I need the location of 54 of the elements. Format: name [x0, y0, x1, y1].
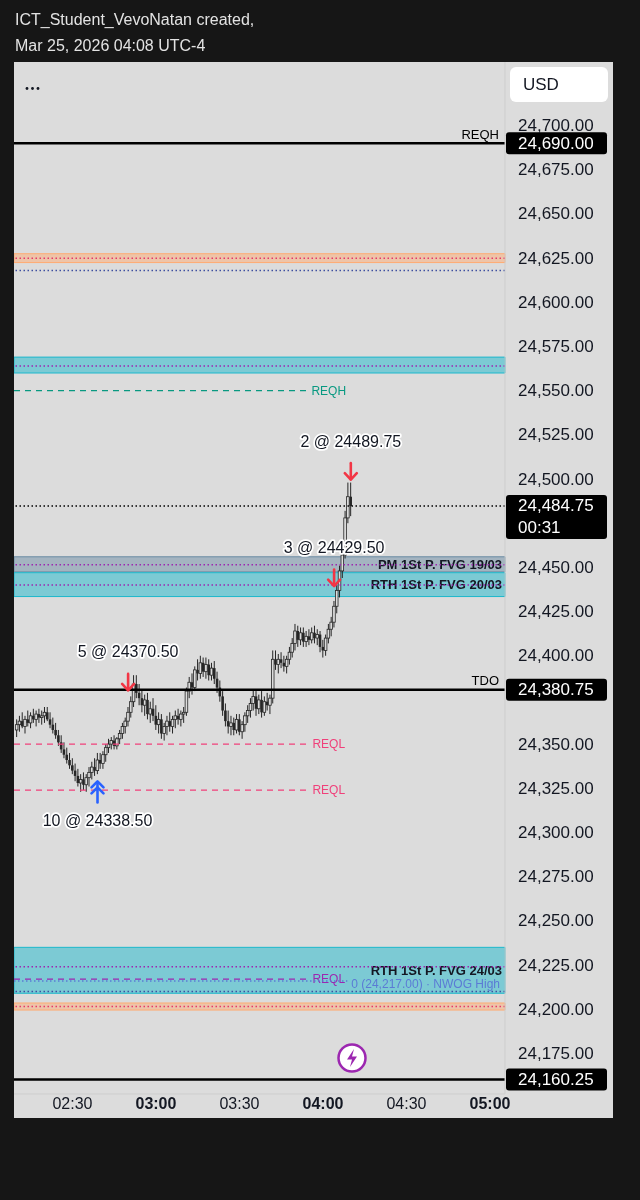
y-tick-label: 24,575.00 [518, 337, 594, 357]
candlestick [87, 766, 91, 788]
y-tick-label: 24,500.00 [518, 469, 594, 489]
x-tick-label: 04:30 [386, 1094, 427, 1112]
ref-line-label: REQH [311, 383, 347, 398]
y-tick-label: 24,700.00 [518, 116, 594, 136]
y-tick-label: 24,160.25 [518, 1069, 594, 1089]
text: 00:31 [518, 518, 561, 538]
chart-title: ICT_Student_VevoNatan created, [15, 10, 255, 30]
y-tick-label: 24,250.00 [518, 911, 594, 931]
y-tick-label: 24,275.00 [518, 867, 594, 887]
y-axis-title: USD [523, 74, 559, 95]
y-tick-label: 24,650.00 [518, 204, 594, 224]
band-label: RTH 1St P. FVG 24/03 [370, 962, 502, 978]
annotation: 10 @ 24338.50 [42, 811, 153, 829]
y-tick-label: 24,300.00 [518, 822, 594, 842]
candlestick [23, 715, 27, 735]
y-tick-label: 24,484.75 [518, 496, 594, 516]
annotation: 5 @ 24370.50 [77, 643, 179, 661]
y-tick-label: 24,200.00 [518, 999, 594, 1019]
x-tick-label: 02:30 [52, 1094, 93, 1112]
ref-line-label: REQL [312, 737, 346, 752]
band-label: RTH 1St P. FVG 20/03 [370, 577, 502, 593]
y-tick-label: 24,225.00 [518, 955, 594, 975]
candlestick [179, 710, 183, 727]
y-tick-label: 24,325.00 [518, 778, 594, 798]
y-tick-label: 24,525.00 [518, 425, 594, 445]
ref-line-label: TDO [471, 673, 500, 689]
candlestick [238, 713, 241, 736]
candlestick [146, 692, 149, 720]
y-tick-label: 24,600.00 [518, 292, 594, 312]
x-tick-label: 03:30 [219, 1094, 260, 1112]
band-label: PM 1St P. FVG 19/03 [377, 556, 502, 572]
x-tick-label: 04:00 [302, 1094, 344, 1112]
ref-line-label: REQL [312, 972, 346, 987]
currency-button: USD [510, 67, 608, 102]
y-tick-label: 24,550.00 [518, 381, 594, 401]
candlestick [204, 657, 208, 680]
annotation: 2 @ 24489.75 [300, 432, 402, 450]
x-tick-label: 05:00 [469, 1094, 511, 1112]
y-tick-label: 24,625.00 [518, 248, 594, 268]
y-tick-label: 24,450.00 [518, 557, 594, 577]
ref-line-label: REQH [461, 126, 499, 142]
y-tick-label: 24,380.75 [518, 680, 594, 700]
ref-line-label: 0 (24,217.00) · NWOG High [351, 976, 501, 991]
y-tick-label: 24,690.00 [518, 133, 594, 153]
ref-line-label: REQL [312, 783, 346, 798]
y-tick-label: 24,425.00 [518, 602, 594, 622]
y-tick-label: 24,400.00 [518, 646, 594, 666]
y-tick-label: 24,350.00 [518, 734, 594, 754]
x-tick-label: 03:00 [135, 1094, 177, 1112]
chart-subtitle: Mar 25, 2026 04:08 UTC-4 [15, 36, 207, 56]
y-tick-label: 24,675.00 [518, 160, 594, 180]
y-tick-label: 24,175.00 [518, 1043, 594, 1063]
